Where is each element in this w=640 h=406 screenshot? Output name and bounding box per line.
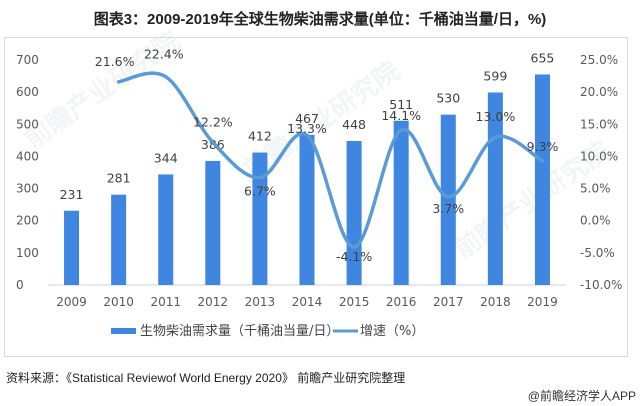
line-data-label: -4.1% <box>336 249 372 264</box>
bar-data-label: 448 <box>342 117 366 132</box>
bar-data-label: 344 <box>154 150 178 165</box>
growth-line <box>116 71 545 249</box>
legend-bar-label: 生物柴油需求量（千桶油当量/日） <box>140 324 339 339</box>
line-data-label: 9.3% <box>527 139 559 154</box>
bar <box>158 174 174 285</box>
line-data-label: 14.1% <box>381 108 421 123</box>
bar-data-label: 467 <box>295 111 319 126</box>
chart-frame <box>4 37 628 357</box>
credit: @前瞻经济学人APP <box>527 389 636 403</box>
bar-data-label: 281 <box>107 171 131 186</box>
x-axis-tick: 2014 <box>292 295 323 309</box>
chart-title: 图表3：2009-2019年全球生物柴油需求量(单位：千桶油当量/日，%) <box>93 11 547 28</box>
x-axis-tick: 2018 <box>480 295 511 309</box>
bar <box>252 152 268 285</box>
left-axis-tick: 100 <box>16 246 39 260</box>
right-axis-tick: 5.0% <box>580 182 611 196</box>
x-axis-tick: 2010 <box>103 295 134 309</box>
line-data-label: 21.6% <box>95 54 135 69</box>
bar <box>346 141 362 285</box>
x-axis-tick: 2011 <box>150 295 181 309</box>
x-axis-tick: 2009 <box>56 295 87 309</box>
x-axis-tick: 2019 <box>527 295 558 309</box>
bar <box>440 114 456 286</box>
bar-data-label: 655 <box>531 50 555 65</box>
bar-data-label: 412 <box>248 129 272 144</box>
source-note: 资料来源：《Statistical Reviewof World Energy … <box>6 371 406 385</box>
legend-bar-swatch <box>111 328 136 334</box>
bar <box>534 74 550 285</box>
left-axis-tick: 700 <box>16 53 39 67</box>
left-axis-tick: 200 <box>16 214 39 228</box>
left-axis-tick: 300 <box>16 182 39 196</box>
x-axis-tick: 2015 <box>339 295 370 309</box>
right-axis-tick: 15.0% <box>580 117 618 131</box>
bar-data-label: 599 <box>483 68 507 83</box>
right-axis-tick: 25.0% <box>580 53 618 67</box>
line-data-label: 22.4% <box>144 47 184 62</box>
line-data-label: 13.3% <box>287 121 327 136</box>
left-axis-tick: 500 <box>16 117 39 131</box>
x-axis-tick: 2017 <box>433 295 464 309</box>
right-axis-tick: -5.0% <box>580 246 615 260</box>
x-axis-tick: 2016 <box>386 295 417 309</box>
bar-data-label: 231 <box>60 187 84 202</box>
line-data-label: 13.0% <box>476 109 516 124</box>
right-axis-tick: -10.0% <box>580 278 622 292</box>
bar-data-label: 530 <box>436 91 460 106</box>
line-data-label: 6.7% <box>244 184 276 199</box>
x-axis-tick: 2013 <box>245 295 276 309</box>
bar <box>299 134 315 285</box>
bar <box>111 194 127 285</box>
legend-line-label: 增速（%） <box>360 324 424 339</box>
right-axis-tick: 10.0% <box>580 149 618 163</box>
bar <box>393 120 409 285</box>
left-axis-tick: 400 <box>16 149 39 163</box>
right-axis-tick: 20.0% <box>580 85 618 99</box>
bar <box>205 160 221 285</box>
line-data-label: 3.7% <box>432 201 464 216</box>
bar <box>64 210 80 285</box>
bar-data-label: 511 <box>389 97 413 112</box>
x-axis-tick: 2012 <box>198 295 229 309</box>
right-axis-tick: 0.0% <box>580 214 611 228</box>
left-axis-tick: 0 <box>16 278 24 292</box>
line-data-label: 12.2% <box>193 114 233 129</box>
left-axis-tick: 600 <box>16 85 39 99</box>
